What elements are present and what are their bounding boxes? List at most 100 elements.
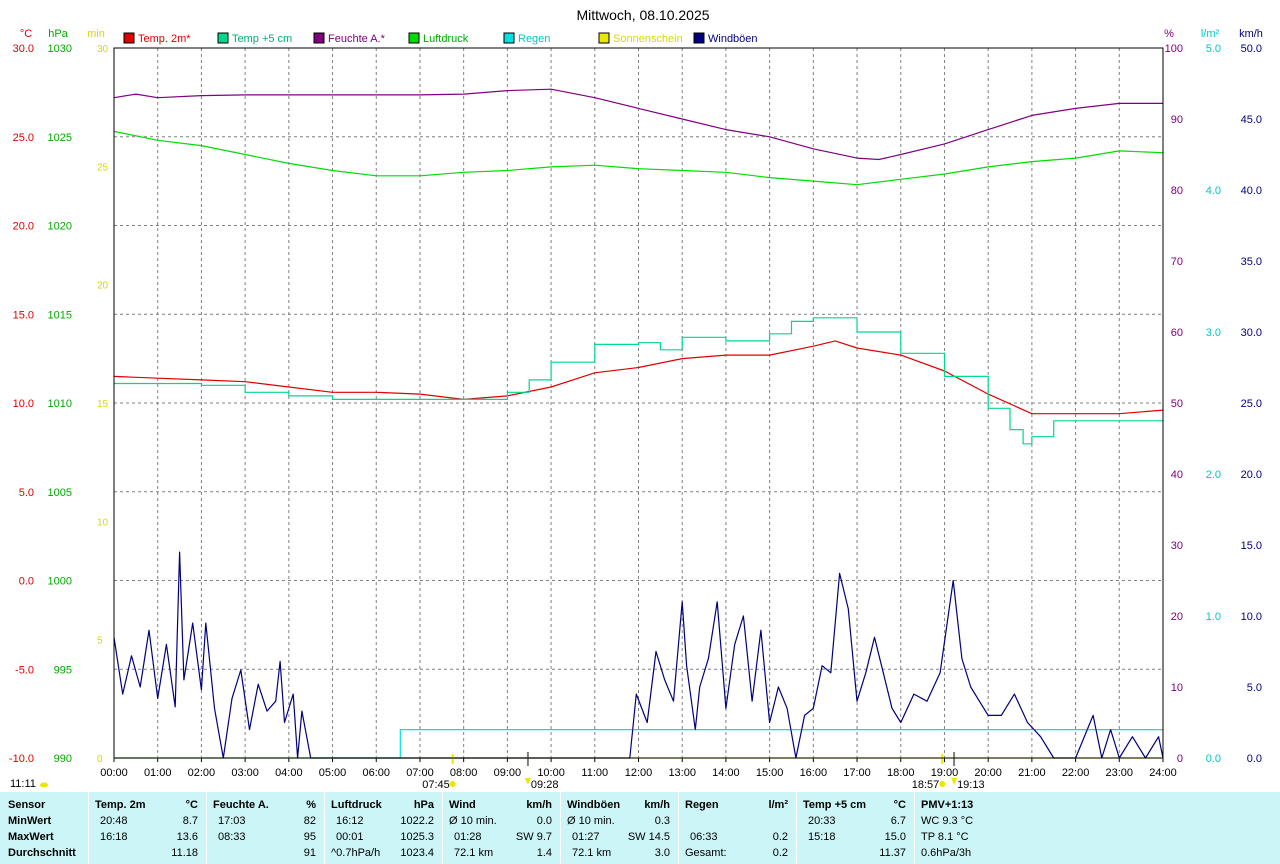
legend-swatch (693, 32, 705, 44)
hum-tick-label: 0 (1177, 753, 1183, 765)
wind-tick-label: 5.0 (1247, 682, 1262, 694)
legend-label: Sonnenschein (613, 33, 683, 45)
rain-tick-label: 2.0 (1206, 469, 1221, 481)
windboeen-distance: 72.1 km (572, 847, 612, 859)
row-label-max: MaxWert (8, 831, 54, 843)
regen-unit: l/m² (768, 799, 788, 811)
luftdruck-unit: hPa (413, 799, 434, 811)
x-tick-label: 19:00 (931, 767, 959, 779)
wind-tick-label: 50.0 (1241, 43, 1262, 55)
temp-tick-label: -10.0 (9, 753, 34, 765)
wind-unit-label: km/h (1239, 28, 1263, 40)
press-tick-label: 1010 (48, 398, 72, 410)
legend-swatch (503, 32, 515, 44)
sun-events: 07:45 18:57 09:28 19:13 (422, 752, 985, 791)
x-tick-label: 14:00 (712, 767, 740, 779)
series-line-temp-5-cm (114, 317, 1163, 445)
temp-tick-label: 20.0 (13, 221, 34, 233)
rain-tick-label: 0.0 (1206, 753, 1221, 765)
legend-swatch (217, 32, 229, 44)
hum-tick-label: 20 (1171, 611, 1183, 623)
hum-tick-label: 10 (1171, 682, 1183, 694)
temp-unit-label: °C (20, 28, 32, 40)
wind-tick-label: 30.0 (1241, 327, 1262, 339)
sun-tick-label: 0 (97, 754, 103, 765)
table-separator (560, 792, 561, 864)
press-tick-label: 1025 (48, 132, 72, 144)
bottom-left-time: 11:11 (10, 778, 36, 790)
wind-tick-label: 40.0 (1241, 185, 1262, 197)
bottom-left-note: 11:11 (10, 778, 48, 790)
legend-label: Regen (518, 33, 550, 45)
table-separator (914, 792, 915, 864)
x-tick-label: 20:00 (974, 767, 1002, 779)
sun-tick-label: 30 (97, 44, 109, 55)
grid (114, 48, 1163, 758)
temp-tick-label: 30.0 (13, 43, 34, 55)
series-line-luftdruck (113, 130, 1164, 186)
press-tick-label: 990 (54, 753, 72, 765)
x-tick-label: 05:00 (319, 767, 347, 779)
x-tick-label: 01:00 (144, 767, 172, 779)
legend: Temp. 2m* Temp +5 cm Feuchte A.* Luftdruck R… (123, 32, 758, 45)
windboeen-max-value: SW 14.5 (627, 831, 670, 843)
temp-tick-label: 5.0 (19, 487, 34, 499)
rain-tick-label: 1.0 (1206, 611, 1221, 623)
wind-distance: 72.1 km (454, 847, 494, 859)
wind-tick-label: 10.0 (1241, 611, 1262, 623)
wind-tick-label: 0.0 (1247, 753, 1262, 765)
pmv-windchill: WC 9.3 °C (921, 815, 974, 827)
legend-swatch (313, 32, 325, 44)
table-separator (796, 792, 797, 864)
hum-tick-label: 40 (1171, 469, 1183, 481)
legend-swatch (598, 32, 610, 44)
regen-total-value: 0.2 (772, 847, 788, 859)
wind-min-value: 0.0 (536, 815, 552, 827)
plot-frame (113, 47, 1164, 759)
wind-tick-label: 45.0 (1241, 114, 1262, 126)
temp5cm-min-time: 20:33 (808, 815, 836, 827)
day-event-label: 09:28 (531, 779, 559, 791)
weather-chart: Mittwoch, 08.10.2025 Temp. 2m* Temp +5 cm… (9, 7, 1263, 791)
temp2m-unit: °C (185, 799, 198, 811)
temp-tick-label: 0.0 (19, 576, 34, 588)
luftdruck-avg-value: 1023.4 (400, 847, 434, 859)
row-label-min: MinWert (8, 815, 52, 827)
x-tick-label: 15:00 (756, 767, 784, 779)
x-tick-label: 17:00 (843, 767, 871, 779)
series-line-temp-2m (113, 340, 1164, 415)
temp-tick-label: -5.0 (15, 664, 34, 676)
wind-min-label: Ø 10 min. (449, 815, 497, 827)
temp-tick-label: 10.0 (13, 398, 34, 410)
windboeen-min-value: 0.3 (654, 815, 670, 827)
feuchte-avg-value: 91 (303, 847, 316, 859)
x-tick-label: 08:00 (450, 767, 478, 779)
regen-header: Regen (685, 799, 719, 811)
temp2m-avg-value: 11.18 (171, 847, 198, 859)
press-tick-label: 1005 (48, 487, 72, 499)
hum-tick-label: 50 (1171, 398, 1183, 410)
wind-tick-label: 20.0 (1241, 469, 1262, 481)
sun-unit-label: min (87, 28, 105, 40)
x-tick-label: 06:00 (362, 767, 390, 779)
luftdruck-max-time: 00:01 (336, 831, 364, 843)
hum-tick-label: 90 (1171, 114, 1183, 126)
rain-tick-label: 4.0 (1206, 185, 1221, 197)
temp5cm-max-value: 15.0 (884, 831, 906, 843)
sun-tick-label: 10 (97, 517, 109, 528)
luftdruck-min-time: 16:12 (336, 815, 364, 827)
sun-event-label: 18:57 (912, 779, 940, 791)
x-tick-label: 02:00 (188, 767, 216, 779)
windboeen-unit: km/h (644, 799, 670, 811)
temp5cm-unit: °C (893, 799, 906, 811)
row-label-avg: Durchschnitt (8, 847, 76, 859)
wind-tick-label: 15.0 (1241, 540, 1262, 552)
press-tick-label: 1015 (48, 309, 72, 321)
x-tick-label: 13:00 (668, 767, 696, 779)
series (113, 88, 1164, 759)
x-tick-label: 12:00 (625, 767, 653, 779)
chart-title: Mittwoch, 08.10.2025 (576, 7, 709, 23)
sun-tick-label: 15 (97, 399, 109, 410)
event-arrow-icon (951, 778, 958, 785)
table-separator (206, 792, 207, 864)
